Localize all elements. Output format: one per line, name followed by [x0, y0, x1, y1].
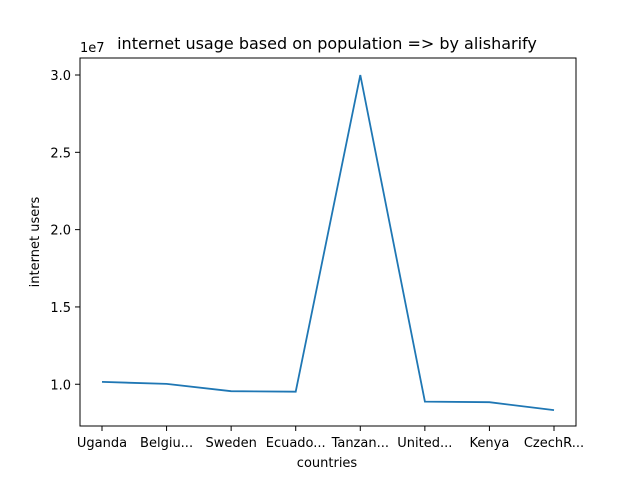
y-tick-label: 1.0 — [50, 378, 71, 393]
x-tick-label: CzechR... — [524, 436, 584, 451]
y-tick-label: 3.0 — [50, 69, 71, 84]
x-tick-label: Kenya — [470, 436, 510, 451]
plot-frame — [79, 57, 577, 427]
x-tick-label: United... — [397, 436, 452, 451]
x-tick-label: Uganda — [77, 436, 127, 451]
x-tick-label: Sweden — [205, 436, 256, 451]
y-tick-label: 1.5 — [50, 301, 71, 316]
chart-title: internet usage based on population => by… — [117, 34, 537, 53]
y-offset-label: 1e7 — [80, 41, 105, 56]
x-tick-label: Ecuado... — [266, 436, 326, 451]
x-tick-label: Tanzan... — [331, 436, 389, 451]
series-line — [101, 74, 555, 411]
x-axis-label: countries — [297, 456, 358, 471]
y-tick-label: 2.0 — [50, 224, 71, 239]
y-axis-label: internet users — [28, 196, 43, 287]
x-tick-label: Belgiu... — [140, 436, 193, 451]
y-tick-label: 2.5 — [50, 146, 71, 161]
